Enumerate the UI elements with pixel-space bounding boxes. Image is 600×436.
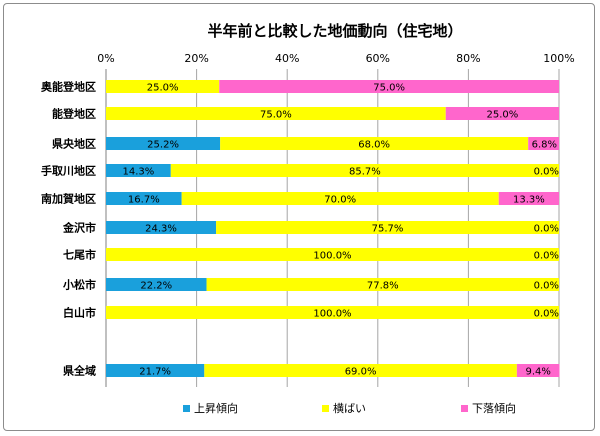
data-label: 0.0% [534, 309, 559, 320]
data-label: 85.7% [349, 167, 381, 178]
data-label: 13.3% [513, 195, 545, 206]
bar-segment [170, 164, 560, 177]
bar-segment [106, 248, 559, 261]
data-label: 22.2% [140, 281, 172, 292]
data-label: 75.0% [373, 83, 405, 94]
bar-segment [106, 306, 559, 319]
data-label: 25.0% [147, 83, 179, 94]
bar-segment [219, 80, 559, 93]
data-label: 75.0% [260, 110, 292, 121]
legend-swatch [183, 405, 190, 412]
category-label: 県全域 [63, 364, 96, 378]
bar-segment [106, 137, 221, 150]
category-label: 能登地区 [52, 107, 96, 121]
data-label: 0.0% [534, 251, 559, 262]
legend-swatch [461, 405, 468, 412]
chart-title: 半年前と比較した地価動向（住宅地） [207, 22, 463, 40]
data-label: 100.0% [313, 251, 351, 262]
data-label: 100.0% [313, 309, 351, 320]
legend-label: 下落傾向 [472, 401, 516, 415]
bar-segment [204, 364, 517, 377]
category-label: 金沢市 [62, 221, 96, 235]
bar-segment [106, 164, 171, 177]
data-label: 69.0% [345, 367, 377, 378]
data-label: 77.8% [367, 281, 399, 292]
bar-segment [516, 364, 560, 377]
x-tick-label: 40% [275, 52, 299, 65]
category-label: 手取川地区 [41, 164, 96, 178]
legend-swatch [322, 405, 329, 412]
category-label: 白山市 [63, 306, 96, 320]
data-label: 25.2% [147, 140, 179, 151]
legend-label: 上昇傾向 [194, 401, 238, 415]
bar-segment [498, 192, 559, 205]
legend-label: 横ばい [333, 401, 366, 415]
chart-frame [3, 3, 595, 431]
bar-segment [106, 80, 220, 93]
x-tick-label: 0% [97, 52, 114, 65]
bar-segment [206, 278, 560, 291]
bar-segment [528, 137, 559, 150]
data-label: 25.0% [486, 110, 518, 121]
category-label: 小松市 [62, 278, 96, 292]
data-label: 75.7% [372, 224, 404, 235]
x-tick-label: 100% [543, 52, 574, 65]
data-label: 9.4% [525, 367, 550, 378]
data-label: 24.3% [145, 224, 177, 235]
data-label: 6.8% [532, 140, 557, 151]
bar-segment [445, 107, 559, 120]
data-label: 0.0% [534, 167, 559, 178]
bar-segment [106, 192, 182, 205]
bar-segment [216, 221, 560, 234]
data-label: 21.7% [139, 367, 171, 378]
data-label: 0.0% [534, 281, 559, 292]
data-label: 14.3% [122, 167, 154, 178]
category-label: 七尾市 [63, 248, 96, 262]
data-label: 68.0% [358, 140, 390, 151]
bar-segment [106, 221, 217, 234]
bar-segment [220, 137, 529, 150]
x-tick-label: 20% [184, 52, 208, 65]
category-label: 県央地区 [52, 137, 96, 151]
bar-segment [181, 192, 499, 205]
bar-segment [106, 278, 207, 291]
bar-segment [106, 107, 446, 120]
category-label: 南加賀地区 [41, 192, 96, 206]
x-tick-label: 60% [366, 52, 390, 65]
data-label: 0.0% [534, 224, 559, 235]
x-tick-label: 80% [456, 52, 480, 65]
data-label: 16.7% [128, 195, 160, 206]
data-label: 70.0% [324, 195, 356, 206]
category-label: 奥能登地区 [40, 80, 96, 94]
bar-segment [106, 364, 205, 377]
